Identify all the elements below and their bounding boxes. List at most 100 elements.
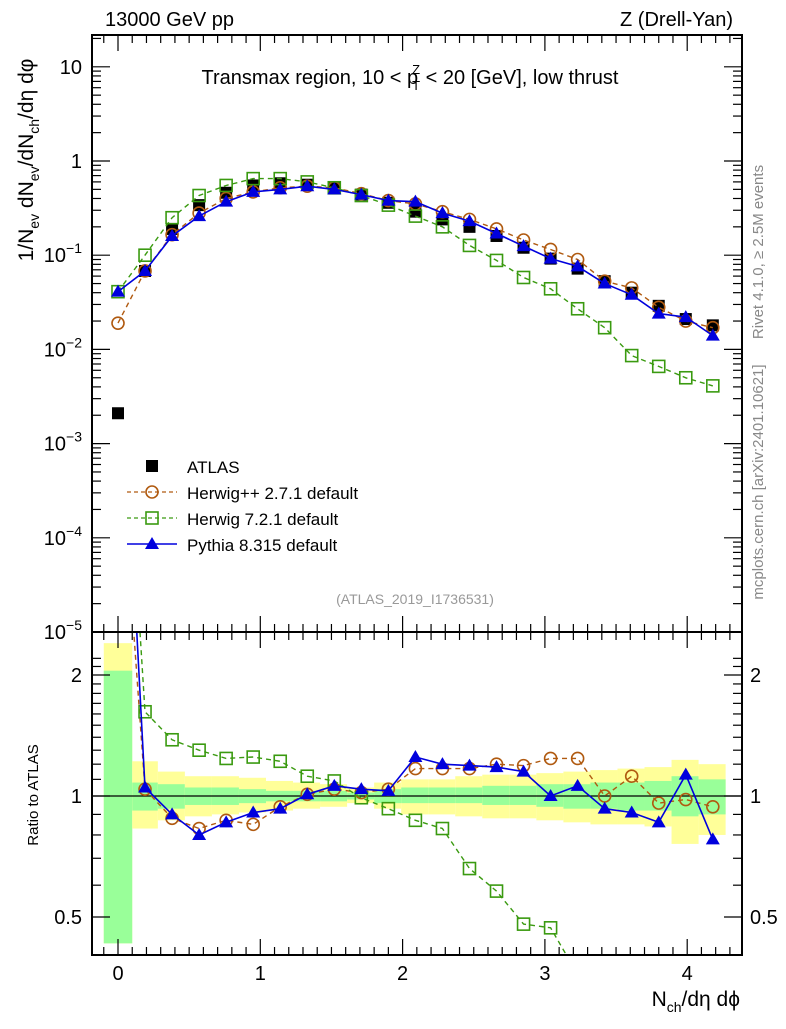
ratio-y-tick-label: 2 [71, 665, 82, 687]
data-point [246, 184, 261, 197]
stat-uncertainty-band [428, 787, 456, 804]
ratio-series-herwig-7-2-1-default [138, 632, 568, 955]
stat-uncertainty-band [698, 779, 726, 815]
ratio-point [651, 796, 666, 810]
data-point [138, 263, 153, 276]
data-point [516, 239, 531, 252]
data-point [165, 210, 179, 225]
analysis-id-annotation: (ATLAS_2019_I1736531) [336, 591, 494, 607]
ratio-y-tick-label: 0.5 [54, 907, 82, 929]
ratio-point [273, 754, 288, 769]
legend-entry: ATLAS [146, 458, 240, 477]
data-point [273, 182, 288, 195]
ratio-point [516, 917, 531, 931]
ratio-y-tick-label: 1 [71, 786, 82, 808]
data-point [597, 320, 612, 335]
data-point [597, 276, 612, 289]
data-point [112, 407, 124, 420]
ratio-point [273, 801, 288, 814]
legend-label: ATLAS [187, 458, 240, 477]
data-point [381, 193, 396, 206]
stat-uncertainty-band [455, 787, 483, 804]
ratio-y-tick-label-right: 2 [750, 665, 761, 687]
ratio-series-pythia-8-315-default [135, 632, 720, 845]
legend-label: Herwig 7.2.1 default [187, 510, 338, 529]
series-pythia-8-315-default [111, 179, 720, 341]
y-tick-label: 10−1 [44, 240, 82, 267]
data-point [489, 226, 504, 239]
data-point [111, 284, 125, 297]
stat-uncertainty-band [103, 670, 133, 944]
ratio-point [246, 750, 260, 764]
ratio-point [246, 805, 261, 818]
ratio-point [165, 732, 179, 747]
ratio-point [543, 921, 558, 935]
stat-uncertainty-band [401, 787, 429, 804]
ratio-y-tick-label-right: 0.5 [750, 907, 778, 929]
mcplots-reference-label: mcplots.cern.ch [arXiv:2401.10621] [750, 364, 767, 599]
ratio-point [678, 767, 693, 780]
ratio-point [651, 815, 666, 828]
y-tick-label: 10−2 [44, 334, 82, 361]
ratio-point [408, 750, 423, 763]
data-point [570, 259, 585, 272]
ratio-point [408, 813, 423, 828]
ratio-point [516, 764, 531, 777]
legend: ATLAS Herwig++ 2.7.1 default Herwig 7.2.1 … [127, 458, 358, 555]
data-point [543, 281, 558, 296]
data-point [570, 301, 585, 316]
ratio-point [624, 805, 639, 818]
data-point [435, 220, 450, 234]
data-point [192, 209, 207, 222]
ratio-point [354, 782, 369, 795]
ratio-point [489, 884, 504, 898]
ratio-point [300, 787, 315, 800]
ratio-point [138, 704, 152, 719]
ratio-point [570, 751, 585, 766]
legend-marker [145, 537, 159, 549]
y-tick-label: 1 [71, 151, 82, 173]
ratio-point [462, 861, 477, 876]
ratio-point [246, 817, 260, 832]
data-point [192, 188, 206, 203]
data-point [624, 287, 639, 300]
data-point [489, 253, 504, 268]
ratio-point [435, 821, 450, 836]
ratio-point [597, 801, 612, 814]
ratio-point [706, 800, 720, 814]
header-process-label: Z (Drell-Yan) [620, 9, 733, 31]
ratio-point [192, 743, 206, 757]
x-axis-label: Nch/dη dϕ [652, 988, 740, 1015]
ratio-point [219, 751, 233, 766]
ratio-y-tick-label-right: 1 [750, 786, 761, 808]
ratio-point [678, 792, 693, 807]
data-point [138, 248, 152, 262]
x-tick-label: 3 [539, 963, 550, 985]
ratio-point [543, 789, 558, 801]
ratio-point [300, 769, 315, 784]
data-point [165, 228, 180, 241]
main-y-axis-label: 1/Nev dNev/dNch/dη dφ [15, 59, 42, 262]
data-point [219, 194, 234, 207]
data-point [624, 348, 639, 363]
data-point [651, 306, 666, 319]
data-point [462, 214, 477, 227]
data-point [246, 171, 260, 186]
ratio-point [408, 761, 423, 776]
ratio-point [624, 769, 639, 784]
x-tick-label: 0 [112, 963, 123, 985]
y-tick-label: 10−4 [44, 523, 82, 550]
data-point [516, 270, 531, 285]
stat-uncertainty-band [509, 785, 537, 805]
x-tick-label: 1 [255, 963, 266, 985]
data-point [300, 179, 315, 192]
legend-entry: Pythia 8.315 default [127, 536, 338, 555]
ratio-point [165, 807, 180, 820]
ratio-point [489, 760, 504, 773]
data-point [354, 187, 369, 200]
data-point [327, 182, 342, 195]
data-point [408, 209, 423, 223]
ratio-uncertainty-bands [103, 643, 726, 944]
rivet-version-label: Rivet 4.1.0, ≥ 2.5M events [750, 165, 767, 339]
